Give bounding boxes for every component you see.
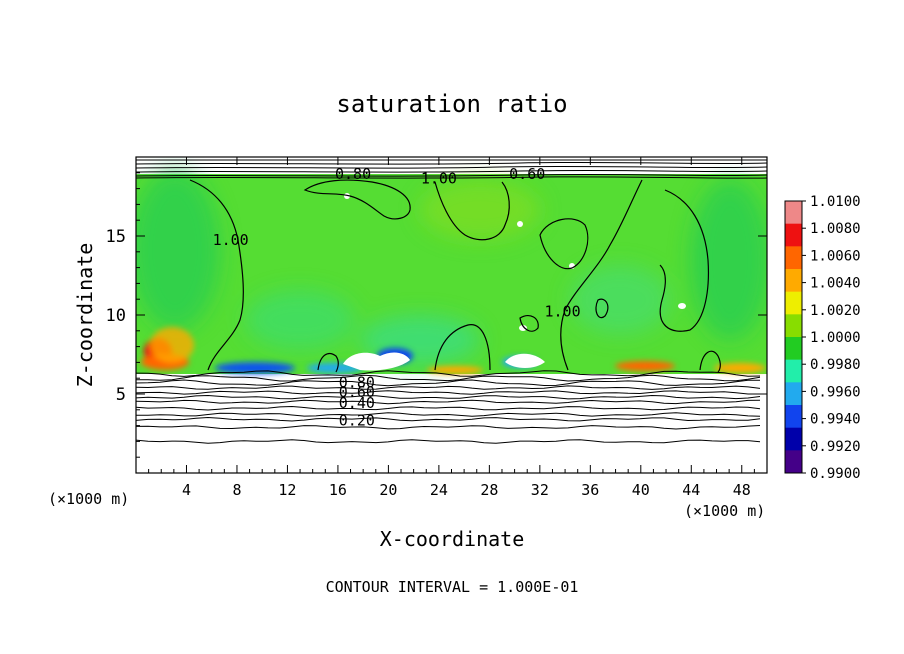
x-tick-label: 12 <box>278 481 296 499</box>
contour-line <box>136 390 760 395</box>
colorbar-label: 1.0100 <box>810 194 861 210</box>
colorbar-label: 0.9940 <box>810 412 861 428</box>
x-tick-label: 44 <box>682 481 700 499</box>
field-shading <box>136 170 767 365</box>
contour-label: 0.20 <box>339 411 375 429</box>
contour-line <box>136 425 761 430</box>
contour-label: 1.00 <box>213 231 249 249</box>
colorbar-swatch <box>785 223 802 247</box>
colorbar-label: 1.0060 <box>810 248 861 264</box>
x-tick-label: 20 <box>379 481 397 499</box>
contour-line <box>136 379 761 387</box>
colorbar-swatch <box>785 359 802 383</box>
colorbar-label: 0.9900 <box>810 466 861 482</box>
y-tick-label: 10 <box>106 306 126 326</box>
x-axis-label: X-coordinate <box>380 527 525 551</box>
x-axis: 4 8 12 16 20 24 28 32 36 40 44 48 <box>148 157 755 499</box>
contour-line <box>136 399 761 405</box>
colorbar-swatch <box>785 269 802 292</box>
x-tick-label: 4 <box>182 481 191 499</box>
x-tick-label: 24 <box>430 481 448 499</box>
x-tick-label: 40 <box>632 481 650 499</box>
x-tick-label: 48 <box>733 481 751 499</box>
colorbar-swatch <box>785 314 802 338</box>
x-tick-label: 16 <box>329 481 347 499</box>
x-unit-right: (×1000 m) <box>684 502 765 520</box>
contour-line <box>136 385 761 390</box>
contour-line <box>136 374 761 382</box>
colorbar-swatch <box>785 337 802 360</box>
white-blob <box>343 352 410 371</box>
contour-label: 0.60 <box>339 383 375 401</box>
colorbar-label: 0.9980 <box>810 357 861 373</box>
contour-label: 0.60 <box>509 165 545 183</box>
unity-contours <box>189 179 721 373</box>
contour-line <box>136 405 761 411</box>
y-tick-label: 5 <box>116 385 126 405</box>
contour-line <box>136 439 761 444</box>
plot-area: 0.80 1.00 0.601.001.000.800.600.400.20 <box>136 157 767 473</box>
x-unit-left: (×1000 m) <box>48 490 129 508</box>
contour-line <box>136 394 761 400</box>
x-tick-label: 32 <box>531 481 549 499</box>
colorbar-swatch <box>785 382 802 406</box>
colorbar-swatch <box>785 201 802 224</box>
contour-label: 0.40 <box>339 394 375 412</box>
contour-label: 1.00 <box>544 302 580 320</box>
colorbar-label: 0.9920 <box>810 439 861 455</box>
x-tick-label: 8 <box>232 481 241 499</box>
colorbar-label: 1.0000 <box>810 330 861 346</box>
contour-line <box>136 370 761 377</box>
colorbar-label: 1.0020 <box>810 303 861 319</box>
white-blob <box>519 325 527 331</box>
contour-line <box>136 412 761 417</box>
colorbar-label: 1.0080 <box>810 221 861 237</box>
colorbar-label: 0.9960 <box>810 384 861 400</box>
chart-title: saturation ratio <box>336 90 567 118</box>
white-blob <box>678 303 686 309</box>
colorbar-swatch <box>785 405 802 428</box>
y-axis-label: Z-coordinate <box>73 243 97 388</box>
colorbar-label: 1.0040 <box>810 276 861 292</box>
contour-labels: 0.80 1.00 0.601.001.000.800.600.400.20 <box>213 165 581 429</box>
colorbar-swatch <box>785 427 802 451</box>
white-blob <box>505 353 545 368</box>
colorbar-swatch <box>785 291 802 315</box>
x-tick-label: 28 <box>480 481 498 499</box>
colorbar: 1.0100 1.0080 1.0060 1.0040 1.0020 1.0000 0.99… <box>784 194 861 482</box>
y-axis: 5 10 15 <box>106 172 767 458</box>
contour-line <box>136 416 761 422</box>
y-tick-label: 15 <box>106 227 126 247</box>
colorbar-swatch <box>785 246 802 270</box>
upper-contours <box>136 159 767 179</box>
x-tick-label: 36 <box>581 481 599 499</box>
contour-interval-footer: CONTOUR INTERVAL = 1.000E-01 <box>326 578 579 596</box>
contour-label: 0.80 <box>339 373 375 391</box>
lower-contours <box>136 370 761 444</box>
contour-label: 1.00 <box>421 170 457 188</box>
colorbar-swatch <box>785 450 802 474</box>
white-blob <box>517 221 523 227</box>
contour-label: 0.80 <box>335 165 371 183</box>
